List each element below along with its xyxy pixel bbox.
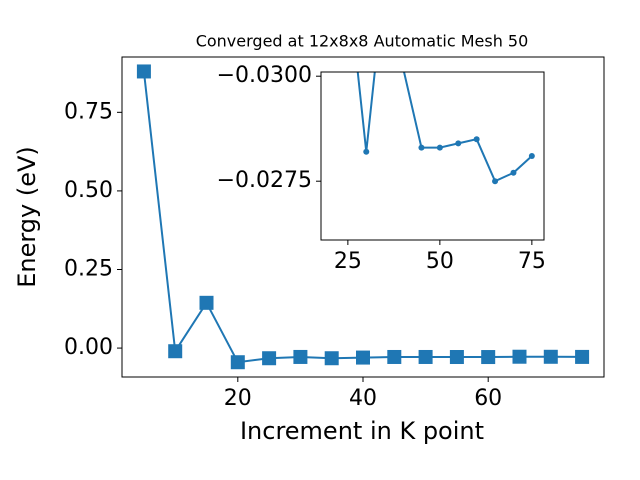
- marker: [324, 351, 339, 366]
- x-tick-label: 25: [334, 249, 362, 274]
- marker: [418, 144, 425, 151]
- y-axis-label: Energy (eV): [13, 146, 41, 288]
- x-axis-label: Increment in K point: [240, 417, 484, 445]
- y-tick-label: 0.25: [64, 256, 113, 281]
- marker: [363, 148, 370, 155]
- marker: [387, 349, 402, 364]
- marker: [230, 355, 245, 370]
- plot-area: [356, 72, 535, 185]
- marker: [293, 349, 308, 364]
- plot-area: [136, 64, 590, 370]
- chart-title: Converged at 12x8x8 Automatic Mesh 50: [196, 32, 529, 51]
- marker: [543, 349, 558, 364]
- inset-background: [321, 72, 544, 240]
- marker: [199, 295, 214, 310]
- axes-frame: [121, 56, 605, 378]
- marker: [492, 178, 499, 185]
- marker: [455, 140, 462, 147]
- y-tick-label: −0.0300: [217, 63, 312, 88]
- x-tick-label: 50: [426, 249, 454, 274]
- marker: [481, 350, 496, 365]
- x-tick-label: 40: [349, 386, 377, 411]
- y-tick-label: 0.00: [64, 335, 113, 360]
- axes-frame: [320, 71, 545, 241]
- marker: [356, 350, 370, 365]
- y-tick-label: −0.0275: [217, 168, 312, 193]
- y-tick-label: 0.75: [64, 99, 113, 124]
- marker: [418, 349, 433, 364]
- marker: [473, 136, 480, 143]
- x-tick-label: 20: [224, 386, 252, 411]
- marker: [575, 349, 590, 364]
- marker: [449, 350, 464, 365]
- x-tick-label: 60: [474, 386, 502, 411]
- marker: [436, 144, 443, 151]
- marker: [136, 64, 151, 79]
- marker: [528, 153, 535, 159]
- marker: [510, 169, 517, 176]
- x-tick-label: 75: [518, 249, 546, 274]
- marker: [512, 349, 527, 364]
- y-tick-label: 0.50: [64, 178, 113, 203]
- marker: [262, 351, 277, 366]
- marker: [168, 344, 183, 359]
